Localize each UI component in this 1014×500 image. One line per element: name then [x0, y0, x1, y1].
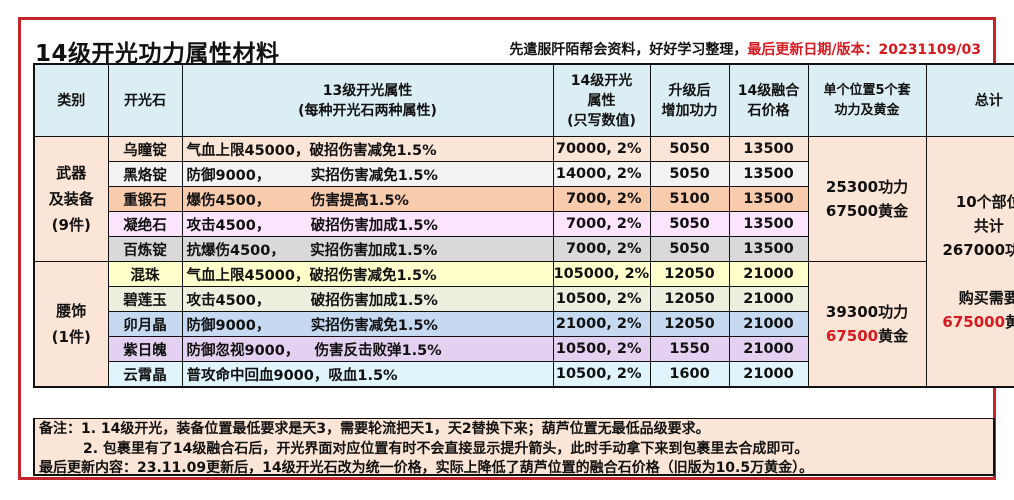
power-gain: 12050: [649, 261, 730, 287]
grand-total: 10个部位 共计 267000功力 购买需要 675000黄金: [925, 136, 1014, 388]
total-gold-value: 675000: [942, 312, 1006, 331]
table-row: 卯月晶 防御9000， 实招伤害减免1.5% 21000, 2% 12050 2…: [34, 311, 1014, 337]
table-row: 腰饰 (1件) 混珠 气血上限45000，破招伤害减免1.5% 105000, 2…: [33, 261, 1014, 388]
stone-name: 黑烙锭: [107, 161, 183, 187]
stone-name: 重锻石: [107, 186, 183, 212]
fusion-price: 21000: [728, 261, 809, 287]
power-gain: 5050: [649, 236, 730, 262]
stone-name: 混珠: [107, 261, 183, 287]
version-label: 最后更新日期/版本：20231109/03: [747, 42, 981, 58]
summary-waist: 39300功力 67500黄金: [807, 261, 927, 388]
power-gain: 12050: [649, 311, 730, 337]
attr14: 105000, 2%: [552, 261, 651, 287]
power-gain: 5100: [649, 186, 730, 212]
attr13: 防御9000， 实招伤害减免1.5%: [181, 311, 554, 337]
attr13: 普攻命中回血9000，吸血1.5%: [181, 361, 554, 388]
attr14: 7000, 2%: [552, 211, 651, 237]
fusion-price: 21000: [728, 311, 809, 337]
col-stone: 开光石: [107, 63, 183, 137]
attr14: 21000, 2%: [552, 311, 651, 337]
attr13: 攻击4500， 破招伤害加成1.5%: [181, 286, 554, 312]
stone-name: 凝绝石: [107, 211, 183, 237]
stone-name: 紫日魄: [107, 336, 183, 362]
attr13: 爆伤4500， 伤害提高1.5%: [181, 186, 554, 212]
power-gain: 5050: [649, 161, 730, 187]
attr14: 10500, 2%: [552, 286, 651, 312]
attr14: 7000, 2%: [552, 186, 651, 212]
summary-weapons: 25300功力 67500黄金: [807, 136, 927, 262]
fusion-price: 13500: [728, 236, 809, 262]
col-attr14: 14级开光 属性 (只写数值): [552, 63, 651, 137]
col-price: 14级融合 石价格: [728, 63, 809, 137]
document-frame: 14级开光功力属性材料 先遣服阡陌帮会资料，好好学习整理，最后更新日期/版本：2…: [18, 17, 1014, 480]
attr13: 防御9000， 实招伤害减免1.5%: [181, 161, 554, 187]
stone-name: 卯月晶: [107, 311, 183, 337]
fusion-price: 13500: [728, 161, 809, 187]
power-gain: 1550: [649, 336, 730, 362]
category-waist: 腰饰 (1件): [33, 261, 109, 388]
col-power: 升级后 增加功力: [649, 63, 730, 137]
table-header-row: 类别 开光石 13级开光属性 (每种开光石两种属性) 14级开光 属性 (只写数值) …: [33, 63, 1014, 137]
fusion-price: 13500: [728, 136, 809, 162]
note-line-1: 备注：1. 14级开光，装备位置最低要求是天3，需要轮流把天1，天2替换下来；葫…: [39, 421, 710, 437]
attr13: 气血上限45000，破招伤害减免1.5%: [181, 261, 554, 287]
stone-name: 乌瞳锭: [107, 136, 183, 162]
page-title: 14级开光功力属性材料: [35, 41, 280, 67]
attr14: 7000, 2%: [552, 236, 651, 262]
attr13: 抗爆伤4500， 实招伤害加成1.5%: [181, 236, 554, 262]
stone-name: 碧莲玉: [107, 286, 183, 312]
attr14: 10500, 2%: [552, 336, 651, 362]
power-gain: 1600: [649, 361, 730, 388]
note-line-2: 2. 包裹里有了14级融合石后，开光界面对应位置有时不会直接显示提升箭头，此时手…: [83, 440, 809, 457]
fusion-price: 21000: [728, 336, 809, 362]
attr13: 防御忽视9000， 伤害反击败弹1.5%: [181, 336, 554, 362]
fusion-price: 21000: [728, 286, 809, 312]
attr13: 攻击4500， 破招伤害加成1.5%: [181, 211, 554, 237]
stone-name: 云霄晶: [107, 361, 183, 388]
attr14: 70000, 2%: [552, 136, 651, 162]
col-attr13: 13级开光属性 (每种开光石两种属性): [181, 63, 554, 137]
table-row: 碧莲玉 攻击4500， 破招伤害加成1.5% 10500, 2% 12050 2…: [34, 286, 1014, 312]
attr13: 气血上限45000，破招伤害减免1.5%: [181, 136, 554, 162]
stone-name: 百炼锭: [107, 236, 183, 262]
power-gain: 12050: [649, 286, 730, 312]
note-line-3: 最后更新内容：23.11.09更新后，14级开光石改为统一价格，实际上降低了葫芦…: [39, 460, 814, 476]
credit-line: 先遣服阡陌帮会资料，好好学习整理，最后更新日期/版本：20231109/03: [509, 39, 981, 59]
power-gain: 5050: [649, 211, 730, 237]
col-summary: 单个位置5个套 功力及黄金: [807, 63, 927, 137]
fusion-price: 13500: [728, 211, 809, 237]
power-gain: 5050: [649, 136, 730, 162]
attr14: 10500, 2%: [552, 361, 651, 388]
table-row: 武器 及装备 (9件) 乌瞳锭 气血上限45000，破招伤害减免1.5% 70000…: [33, 136, 1014, 388]
col-total: 总计: [925, 63, 1014, 137]
credit-text: 先遣服阡陌帮会资料，好好学习整理，: [509, 42, 748, 58]
attr14: 14000, 2%: [552, 161, 651, 187]
category-weapons: 武器 及装备 (9件): [33, 136, 109, 262]
materials-table: 类别 开光石 13级开光属性 (每种开光石两种属性) 14级开光 属性 (只写数值) …: [33, 63, 1014, 388]
notes-section: 备注：1. 14级开光，装备位置最低要求是天3，需要轮流把天1，天2替换下来；葫…: [33, 418, 995, 476]
fusion-price: 21000: [728, 361, 809, 388]
col-category: 类别: [33, 63, 109, 137]
fusion-price: 13500: [728, 186, 809, 212]
